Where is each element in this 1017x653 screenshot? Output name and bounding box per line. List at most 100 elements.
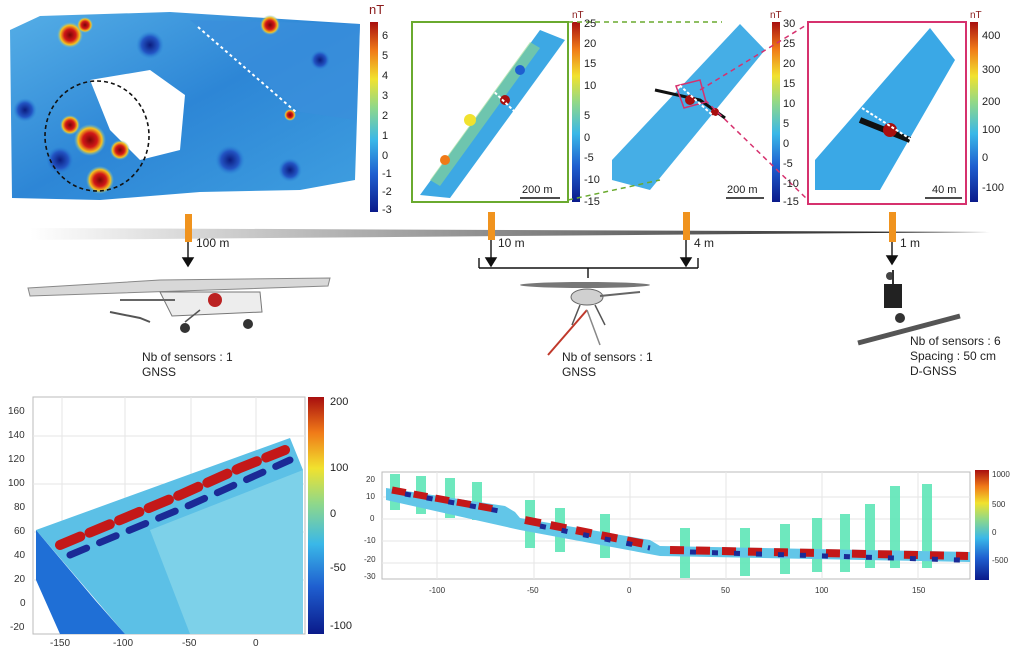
unit-label-1: nT <box>369 2 385 17</box>
ground-map <box>807 21 967 205</box>
br-cb-tick: 500 <box>992 500 1006 509</box>
arrows <box>181 240 899 278</box>
drone-positioning: GNSS <box>562 365 597 379</box>
altitude-label-10m: 10 m <box>498 236 525 250</box>
scale-bar-label-4: 40 m <box>932 184 957 196</box>
bottom-right-plot <box>381 471 971 580</box>
cb2-tick: 20 <box>584 38 597 50</box>
bl-ytick: 60 <box>14 526 26 537</box>
altitude-wedge <box>30 228 990 240</box>
cb2-tick: 5 <box>584 110 591 122</box>
cart-spacing: Spacing : 50 cm <box>910 349 997 363</box>
bl-cb-tick: 0 <box>330 508 337 520</box>
br-ytick: 0 <box>370 514 375 523</box>
bl-cb-tick: 200 <box>330 396 349 408</box>
bl-ytick: 80 <box>14 502 26 513</box>
scale-bar-label-2: 200 m <box>522 184 553 196</box>
cb2-tick: 15 <box>584 58 597 70</box>
bl-cb-tick: -100 <box>330 620 353 632</box>
colorbar-2 <box>572 22 580 202</box>
bottom-left-colorbar <box>308 397 324 634</box>
aircraft-sensors: Nb of sensors : 1 <box>142 350 233 364</box>
unit-label-4: nT <box>970 10 982 21</box>
cb1-tick: 5 <box>382 50 389 62</box>
altitude-marker-100m <box>185 214 192 242</box>
ultralight-aircraft-image <box>27 277 331 333</box>
bl-ytick: 120 <box>8 454 25 465</box>
cb4-tick: 100 <box>982 124 1001 136</box>
cb1-tick: 0 <box>382 150 389 162</box>
br-xtick: -50 <box>527 586 539 595</box>
bl-xtick: -100 <box>113 638 134 649</box>
br-ytick: 20 <box>366 475 375 484</box>
bl-cb-tick: -50 <box>330 562 346 574</box>
cb1-tick: -1 <box>382 168 392 180</box>
cb2-tick: -10 <box>584 174 600 186</box>
magenta-connector-bottom <box>704 99 809 201</box>
colorbar-1 <box>370 22 378 212</box>
altitude-label-1m: 1 m <box>900 236 921 250</box>
bl-ytick: 100 <box>8 478 25 489</box>
br-xtick: 0 <box>627 586 632 595</box>
cb1-tick: -3 <box>382 204 392 216</box>
cb2-tick: 0 <box>584 132 591 144</box>
cart-sensors: Nb of sensors : 6 <box>910 334 1001 348</box>
cb2-tick: 10 <box>584 80 597 92</box>
br-ytick: 10 <box>366 492 375 501</box>
bl-ytick: 20 <box>14 574 26 585</box>
cb1-tick: 6 <box>382 30 389 42</box>
cb4-tick: 300 <box>982 64 1001 76</box>
bl-xtick: -50 <box>182 638 197 649</box>
altitude-label-100m: 100 m <box>196 236 230 250</box>
cb4-tick: 200 <box>982 96 1001 108</box>
altitude-marker-1m <box>889 212 896 242</box>
cb1-tick: 3 <box>382 90 389 102</box>
bl-ytick: 160 <box>8 406 25 417</box>
unit-label-2: nT <box>572 10 584 21</box>
br-xtick: 100 <box>815 586 829 595</box>
cb3-tick: 25 <box>783 38 796 50</box>
cb2-tick: -15 <box>584 196 600 208</box>
cb3-tick: 5 <box>783 118 790 130</box>
cb4-tick: -100 <box>982 182 1005 194</box>
altitude-marker-4m <box>683 212 690 240</box>
br-cb-tick: -500 <box>992 556 1009 565</box>
bl-ytick: 40 <box>14 550 26 561</box>
cb4-tick: 400 <box>982 30 1001 42</box>
br-xtick: -100 <box>429 586 446 595</box>
unit-label-3: nT <box>770 10 782 21</box>
cart-positioning: D-GNSS <box>910 364 957 378</box>
colorbar-4 <box>970 22 978 202</box>
cb2-tick: 25 <box>584 18 597 30</box>
colorbar-3 <box>772 22 780 202</box>
cb1-tick: 2 <box>382 110 389 122</box>
br-ytick: -10 <box>364 536 376 545</box>
br-ytick: -30 <box>364 572 376 581</box>
altitude-marker-10m <box>488 212 495 240</box>
cb1-tick: -2 <box>382 186 392 198</box>
cb3-tick: 10 <box>783 98 796 110</box>
aircraft-positioning: GNSS <box>142 365 177 379</box>
bl-ytick: -20 <box>10 622 25 633</box>
cb4-tick: 0 <box>982 152 989 164</box>
bottom-right-colorbar <box>975 470 989 580</box>
cb3-tick: -10 <box>783 178 799 190</box>
br-ytick: -20 <box>364 555 376 564</box>
drone-helicopter-image <box>520 282 650 356</box>
cb1-tick: 4 <box>382 70 389 82</box>
cb3-tick: 0 <box>783 138 790 150</box>
cb3-tick: -5 <box>783 158 793 170</box>
bottom-left-plot <box>32 396 306 635</box>
drone-4m-map <box>612 24 765 199</box>
cb3-tick: 15 <box>783 78 796 90</box>
magenta-connector-top <box>699 23 809 91</box>
airborne-map <box>10 12 360 200</box>
br-cb-tick: 0 <box>992 528 997 537</box>
drone-sensors: Nb of sensors : 1 <box>562 350 653 364</box>
bl-xtick: -150 <box>50 638 71 649</box>
cb2-tick: -5 <box>584 152 594 164</box>
cb1-tick: 1 <box>382 130 389 142</box>
altitude-label-4m: 4 m <box>694 236 715 250</box>
bl-xtick: 0 <box>253 638 259 649</box>
